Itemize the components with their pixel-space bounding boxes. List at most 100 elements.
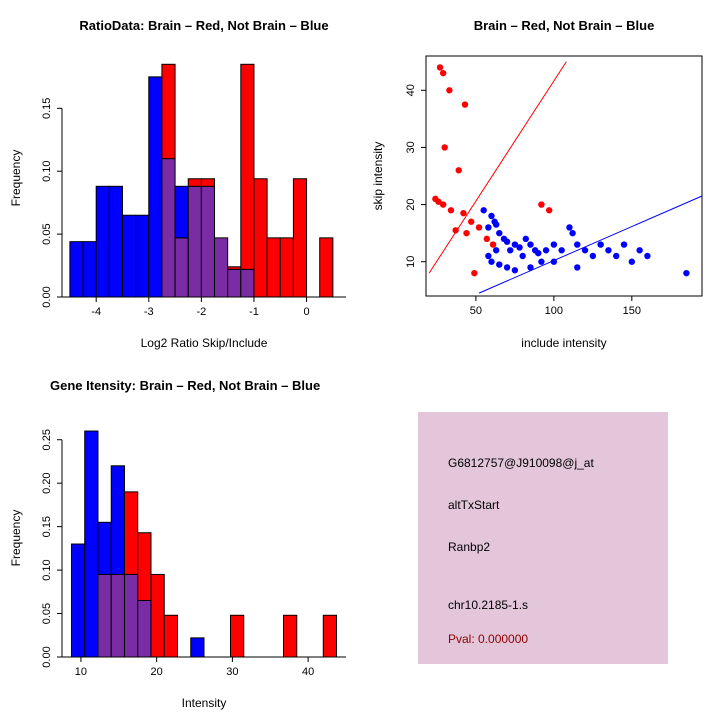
red-histogram-bar (279, 237, 294, 298)
red-histogram-bar (253, 178, 268, 298)
blue-data-point (496, 229, 503, 237)
blue-data-point (535, 249, 542, 257)
y-tick-label: 10 (405, 256, 417, 268)
probe-id-text: G6812757@J910098@j_at (448, 456, 594, 470)
red-histogram-bar (163, 614, 178, 658)
intensity-scatter-plot: 50 100 150 10 20 30 40 (405, 55, 703, 317)
blue-data-point (558, 247, 565, 254)
red-data-point (439, 201, 447, 208)
y-tick-label: 0.10 (41, 160, 53, 181)
x-tick-label: 10 (75, 666, 87, 678)
red-data-point (468, 218, 475, 225)
x-tick-label: 150 (623, 305, 641, 317)
blue-histogram-bar (190, 637, 205, 658)
pval-text: Pval: 0.000000 (448, 632, 529, 646)
gene-info-box: G6812757@J910098@j_at altTxStart Ranbp2 … (418, 412, 668, 664)
red-fit-line (428, 61, 567, 274)
x-tick-label: 30 (226, 666, 238, 678)
blue-data-point (480, 207, 487, 214)
blue-data-point (569, 229, 576, 237)
red-data-point (436, 64, 444, 71)
blue-data-point (574, 241, 581, 248)
y-tick-label: 20 (405, 198, 417, 210)
blue-data-point (527, 264, 534, 271)
y-tick-label: 0.20 (41, 472, 53, 493)
panel-intensity-scatter: Brain – Red, Not Brain – Blue 50 100 150 10… (360, 0, 720, 360)
panel-ratio-histogram: RatioData: Brain – Red, Not Brain – Blue… (0, 0, 360, 360)
blue-data-point (605, 247, 612, 254)
red-data-point (471, 269, 478, 277)
red-histogram-bar (123, 491, 139, 575)
scatter-title: Brain – Red, Not Brain – Blue (473, 18, 655, 33)
scatter-y-axis-label: skip intensity (371, 141, 385, 211)
overlap-histogram-bar (137, 600, 152, 658)
red-data-point (441, 144, 448, 151)
gene-histogram-x-axis-label: Intensity (181, 696, 227, 710)
blue-histogram-bar (110, 465, 125, 575)
overlap-histogram-bar (200, 185, 216, 298)
blue-data-point (503, 238, 511, 245)
blue-data-point (574, 264, 581, 271)
red-data-point (452, 227, 459, 234)
blue-data-point (503, 264, 511, 271)
red-histogram-bar (150, 573, 165, 658)
gene-name-text: Ranbp2 (448, 540, 491, 554)
blue-data-point (507, 247, 514, 254)
blue-histogram-bar (148, 76, 163, 298)
blue-data-point (485, 252, 492, 260)
blue-data-point (597, 241, 604, 248)
x-tick-label: 40 (302, 666, 314, 678)
red-histogram-bar (227, 266, 242, 270)
y-tick-label: 0.25 (41, 429, 53, 450)
overlap-histogram-bar (227, 268, 242, 298)
blue-histogram-bar (97, 521, 112, 575)
blue-histogram-bar (108, 185, 123, 298)
blue-data-point (566, 224, 573, 231)
blue-data-point (550, 241, 558, 248)
red-data-point (439, 69, 447, 77)
y-tick-label: 0.00 (41, 646, 53, 667)
red-histogram-bar (240, 63, 255, 270)
blue-histogram-bar (82, 241, 97, 298)
ratio-histogram-plot: -4 -3 -2 -1 0 0.00 0.05 0.10 0.15 (41, 63, 346, 318)
blue-data-point (683, 269, 690, 277)
blue-data-point (581, 247, 589, 254)
blue-data-point (636, 247, 643, 254)
x-tick-label: 50 (470, 305, 482, 317)
red-histogram-bar (200, 178, 216, 187)
red-data-point (538, 201, 545, 208)
blue-histogram-bar (84, 430, 99, 658)
red-histogram-bar (319, 237, 334, 298)
overlap-histogram-bar (123, 573, 139, 658)
blue-data-point (496, 261, 503, 268)
blue-data-point (628, 258, 636, 265)
blue-data-point (511, 267, 519, 274)
blue-histogram-bar (69, 241, 84, 298)
blue-data-point (620, 241, 628, 248)
overlap-histogram-bar (174, 237, 189, 298)
x-tick-label: 0 (303, 306, 309, 318)
red-data-point (489, 241, 497, 248)
red-data-point (483, 235, 491, 243)
red-data-point (435, 198, 442, 205)
red-data-point (461, 101, 469, 108)
x-tick-label: 20 (151, 666, 163, 678)
blue-data-point (527, 241, 534, 248)
blue-data-point (488, 258, 495, 265)
blue-data-point (542, 247, 550, 254)
y-tick-label: 30 (405, 141, 417, 153)
red-histogram-bar (161, 63, 176, 160)
x-tick-label: 100 (545, 305, 563, 317)
blue-data-point (492, 247, 500, 254)
blue-data-point (538, 258, 545, 265)
gene-histogram-title: Gene Itensity: Brain – Red, Not Brain – … (50, 378, 321, 393)
blue-data-point (488, 212, 495, 220)
splice-event-text: altTxStart (448, 498, 500, 512)
y-tick-label: 0.00 (41, 286, 53, 307)
red-histogram-bar (187, 178, 202, 187)
blue-data-point (492, 221, 500, 228)
blue-data-point (516, 244, 523, 251)
ratio-histogram-y-axis-label: Frequency (9, 149, 23, 207)
blue-data-point (613, 252, 620, 260)
